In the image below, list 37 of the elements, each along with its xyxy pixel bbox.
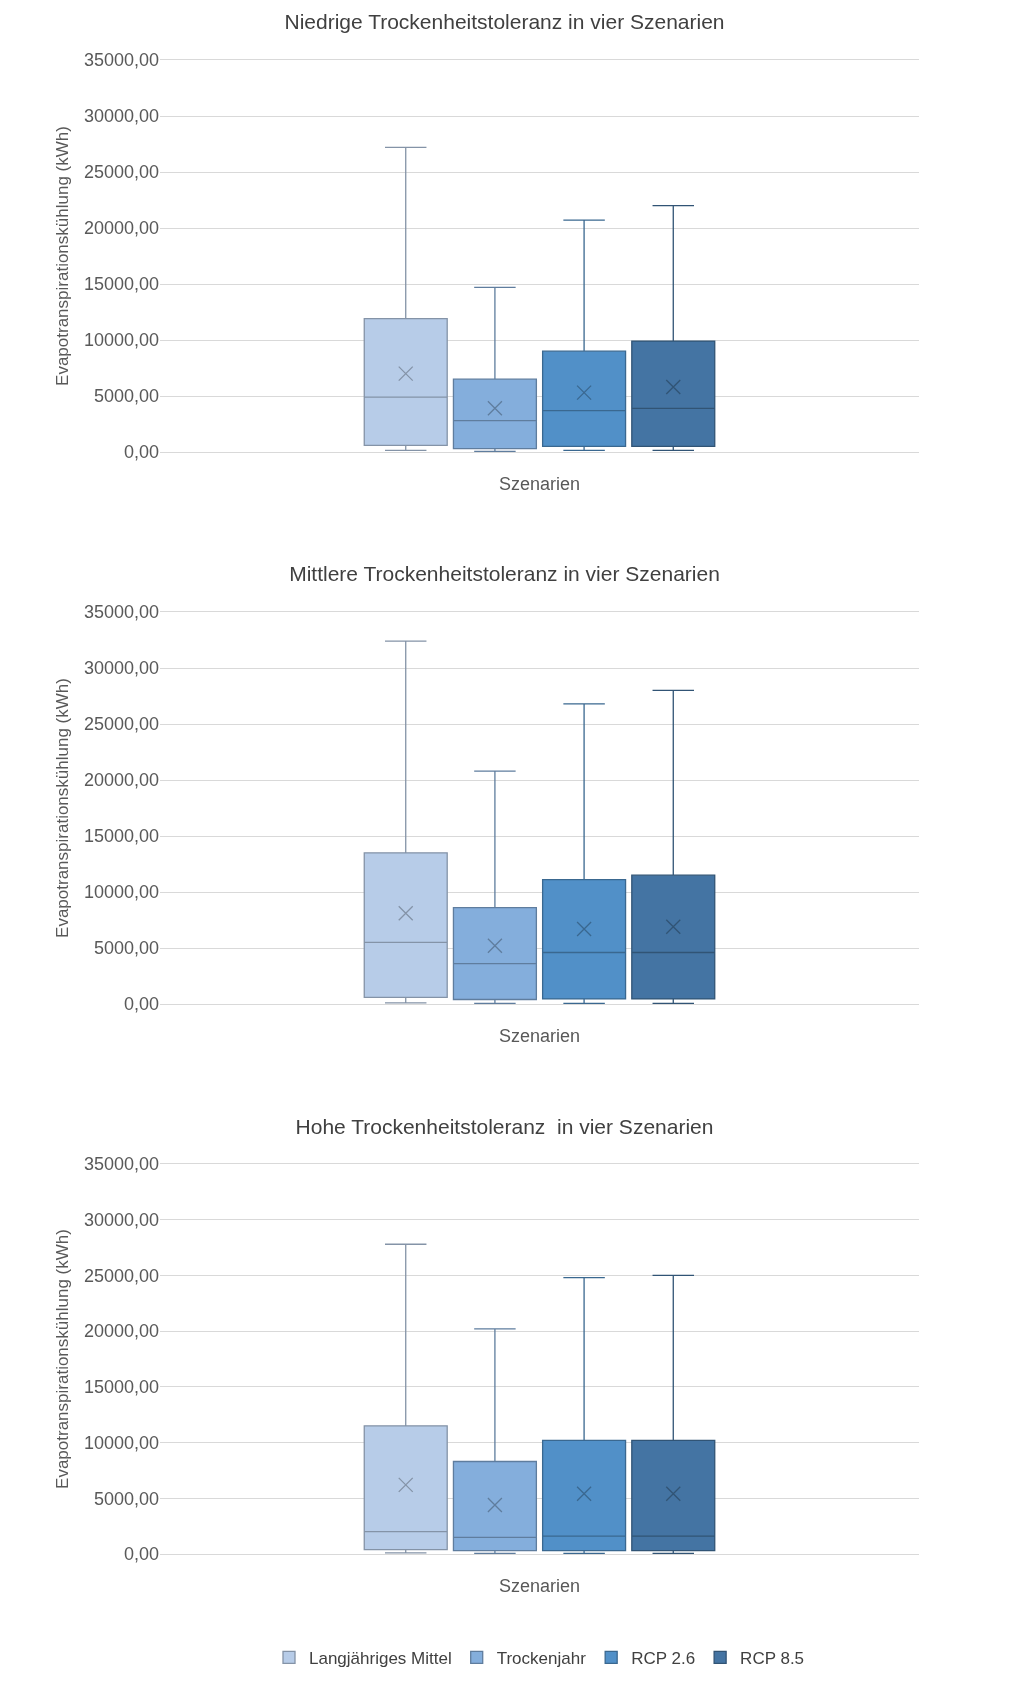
legend-label: RCP 8.5 <box>740 1648 805 1668</box>
y-tick-label: 35000,00 <box>83 602 159 623</box>
y-tick-label: 5000,00 <box>93 1488 159 1509</box>
y-tick-label: 25000,00 <box>83 714 159 735</box>
legend-label: Trockenjahr <box>496 1648 587 1668</box>
y-axis-title: Evapotranspirationskühlung (kWh) <box>53 678 73 938</box>
x-axis-title: Szenarien <box>498 1576 581 1597</box>
y-tick-label: 10000,00 <box>83 1432 159 1453</box>
y-tick-label: 20000,00 <box>83 218 159 239</box>
y-tick-label: 25000,00 <box>83 162 159 183</box>
y-tick-label: 30000,00 <box>83 1210 159 1231</box>
chart-title: Mittlere Trockenheitstoleranz in vier Szenarien <box>289 561 720 585</box>
y-tick-label: 5000,00 <box>93 386 159 407</box>
chart-title: Hohe Trockenheitstoleranz in vier Szenarien <box>295 1114 714 1138</box>
y-tick-label: 20000,00 <box>83 770 159 791</box>
y-tick-label: 35000,00 <box>83 50 159 71</box>
y-tick-label: 10000,00 <box>83 882 159 903</box>
y-tick-label: 20000,00 <box>83 1321 159 1342</box>
x-axis-title: Szenarien <box>498 1026 581 1047</box>
y-tick-label: 30000,00 <box>83 658 159 679</box>
y-axis-title: Evapotranspirationskühlung (kWh) <box>53 1229 73 1489</box>
y-tick-label: 0,00 <box>123 442 159 463</box>
y-tick-label: 15000,00 <box>83 274 159 295</box>
y-tick-label: 0,00 <box>123 1544 159 1565</box>
y-tick-label: 15000,00 <box>83 826 159 847</box>
y-tick-label: 35000,00 <box>83 1154 159 1175</box>
y-tick-label: 10000,00 <box>83 330 159 351</box>
y-tick-label: 15000,00 <box>83 1377 159 1398</box>
y-tick-label: 30000,00 <box>83 106 159 127</box>
y-tick-label: 25000,00 <box>83 1265 159 1286</box>
y-tick-label: 5000,00 <box>93 938 159 959</box>
chart-title: Niedrige Trockenheitstoleranz in vier Szenarien <box>284 9 725 33</box>
legend-label: Langjähriges Mittel <box>309 1648 452 1668</box>
legend-label: RCP 2.6 <box>631 1648 696 1668</box>
x-axis-title: Szenarien <box>498 474 581 495</box>
y-tick-label: 0,00 <box>123 994 159 1015</box>
y-axis-title: Evapotranspirationskühlung (kWh) <box>53 126 73 386</box>
